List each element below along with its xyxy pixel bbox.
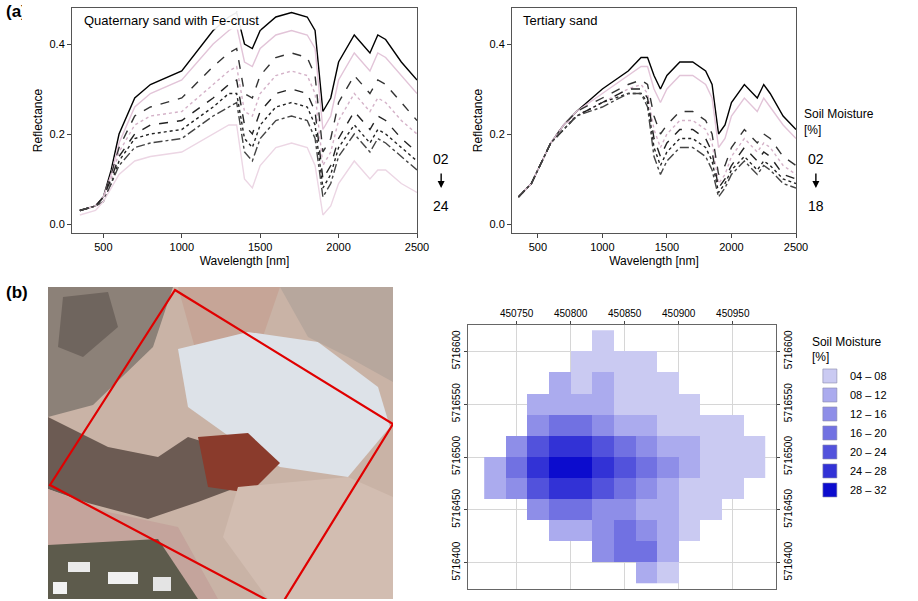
svg-text:08 – 12: 08 – 12 <box>850 389 887 401</box>
svg-text:24: 24 <box>433 198 449 214</box>
svg-text:500: 500 <box>94 241 112 253</box>
svg-text:450750: 450750 <box>500 308 534 319</box>
svg-text:1000: 1000 <box>590 241 614 253</box>
svg-text:500: 500 <box>529 241 547 253</box>
svg-text:Quaternary sand with Fe-crust: Quaternary sand with Fe-crust <box>84 13 259 28</box>
svg-text:1500: 1500 <box>655 241 679 253</box>
svg-text:5716600: 5716600 <box>451 330 462 369</box>
svg-text:20 – 24: 20 – 24 <box>850 446 887 458</box>
svg-text:24 – 28: 24 – 28 <box>850 465 887 477</box>
svg-text:28 – 32: 28 – 32 <box>850 484 887 496</box>
svg-text:Reflectance: Reflectance <box>471 88 485 152</box>
svg-text:450800: 450800 <box>554 308 588 319</box>
svg-text:2500: 2500 <box>405 241 429 253</box>
svg-text:5716400: 5716400 <box>783 541 794 580</box>
svg-text:0.0: 0.0 <box>50 218 65 230</box>
svg-text:5716500: 5716500 <box>783 436 794 475</box>
svg-text:Soil Moisture[%]: Soil Moisture[%] <box>812 335 882 365</box>
svg-text:Wavelength [nm]: Wavelength [nm] <box>200 254 290 268</box>
svg-text:5716450: 5716450 <box>451 488 462 527</box>
svg-text:Soil Moisture[%]: Soil Moisture[%] <box>804 107 874 137</box>
svg-text:5716500: 5716500 <box>451 436 462 475</box>
svg-text:0.2: 0.2 <box>50 128 65 140</box>
svg-text:Wavelength [nm]: Wavelength [nm] <box>609 254 699 268</box>
svg-text:02: 02 <box>808 151 824 167</box>
svg-text:18: 18 <box>808 198 824 214</box>
svg-text:12 – 16: 12 – 16 <box>850 408 887 420</box>
svg-text:0.4: 0.4 <box>50 38 65 50</box>
svg-text:0.0: 0.0 <box>490 218 505 230</box>
svg-text:04 – 08: 04 – 08 <box>850 370 887 382</box>
svg-text:1500: 1500 <box>248 241 272 253</box>
svg-text:0.2: 0.2 <box>490 128 505 140</box>
svg-text:5716400: 5716400 <box>451 541 462 580</box>
svg-text:2500: 2500 <box>784 241 808 253</box>
html-text:(a): (a) <box>6 2 27 21</box>
svg-text:450950: 450950 <box>716 308 750 319</box>
svg-text:1000: 1000 <box>170 241 194 253</box>
svg-text:02: 02 <box>433 151 449 167</box>
svg-text:5716550: 5716550 <box>451 383 462 422</box>
svg-text:16 – 20: 16 – 20 <box>850 427 887 439</box>
svg-text:Tertiary sand: Tertiary sand <box>523 13 597 28</box>
svg-text:450900: 450900 <box>662 308 696 319</box>
html-text:(b): (b) <box>6 283 28 302</box>
svg-text:450850: 450850 <box>608 308 642 319</box>
svg-text:2000: 2000 <box>719 241 743 253</box>
svg-text:5716600: 5716600 <box>783 330 794 369</box>
svg-text:Reflectance: Reflectance <box>31 88 45 152</box>
svg-text:2000: 2000 <box>326 241 350 253</box>
svg-text:5716450: 5716450 <box>783 488 794 527</box>
svg-text:0.4: 0.4 <box>490 38 505 50</box>
svg-text:5716550: 5716550 <box>783 383 794 422</box>
